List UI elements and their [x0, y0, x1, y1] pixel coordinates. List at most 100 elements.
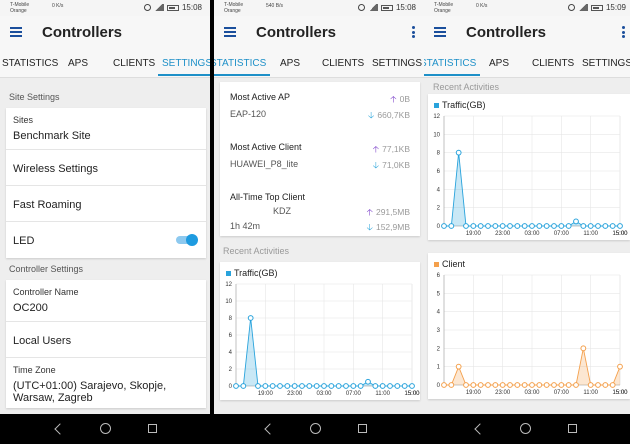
data-point — [580, 345, 587, 352]
x-tick-label: 15:00 — [612, 390, 628, 396]
controller-name-value: OC200 — [13, 302, 48, 314]
home-icon[interactable] — [520, 423, 531, 434]
y-tick-label: 0 — [229, 384, 233, 390]
y-tick-label: 8 — [437, 151, 441, 157]
y-tick-label: 10 — [433, 132, 440, 138]
data-point — [455, 149, 462, 156]
phone-screen-settings: T-Mobile Orange 0 K/s 15:08 Controllers S… — [0, 0, 210, 414]
data-point — [357, 383, 364, 389]
controller-name-row[interactable]: Controller Name OC200 — [6, 280, 206, 322]
home-icon[interactable] — [100, 423, 111, 434]
menu-icon[interactable] — [434, 27, 446, 37]
data-point — [335, 383, 342, 389]
data-point — [477, 223, 484, 229]
controller-name-label: Controller Name — [13, 287, 79, 297]
back-icon[interactable] — [54, 423, 66, 435]
menu-icon[interactable] — [10, 27, 22, 37]
data-point — [485, 223, 491, 229]
led-toggle[interactable] — [176, 234, 198, 246]
data-point — [499, 382, 506, 388]
data-point — [514, 223, 521, 229]
most-active-client[interactable]: Most Active Client HUAWEI_P8_lite 🡡 77,1K… — [220, 136, 420, 186]
site-settings-heading: Site Settings — [9, 92, 60, 102]
data-point — [558, 223, 565, 229]
data-point — [409, 383, 415, 389]
controller-settings-card: Controller Name OC200 Local Users Time Z… — [6, 280, 206, 408]
y-tick-label: 2 — [437, 206, 441, 212]
recents-icon[interactable] — [358, 424, 367, 433]
recents-icon[interactable] — [568, 424, 577, 433]
fast-roaming-label: Fast Roaming — [13, 199, 82, 211]
battery-icon — [166, 4, 179, 11]
download-arrow-icon: 🡣 — [372, 160, 380, 170]
back-icon[interactable] — [264, 423, 276, 435]
ap-download: 660,7KB — [377, 110, 410, 120]
tab-bar: STATISTICS APS CLIENTS SETTINGS — [214, 48, 424, 78]
timezone-value: (UTC+01:00) Sarajevo, Skopje, Warsaw, Za… — [13, 380, 167, 404]
home-icon[interactable] — [310, 423, 321, 434]
upload-arrow-icon: 🡡 — [390, 94, 397, 104]
sites-value: Benchmark Site — [13, 130, 91, 142]
sites-row[interactable]: Sites Benchmark Site — [6, 108, 206, 150]
x-tick-label: 03:00 — [524, 390, 540, 396]
tab-aps[interactable]: APS — [280, 58, 301, 69]
data-point — [587, 382, 594, 388]
fast-roaming-row[interactable]: Fast Roaming — [6, 186, 206, 222]
tab-settings[interactable]: SETTINGS — [372, 58, 423, 69]
client-download: 71,0KB — [382, 160, 410, 170]
menu-icon[interactable] — [224, 27, 236, 37]
top-client-duration: 1h 42m — [230, 221, 261, 231]
y-tick-label: 0 — [437, 224, 441, 230]
tab-statistics[interactable]: STATISTICS — [214, 58, 271, 76]
tab-settings[interactable]: SETTINGS — [157, 58, 210, 76]
data-point — [387, 383, 393, 389]
data-point — [477, 382, 484, 388]
most-active-client-name: HUAWEI_P8_lite — [230, 159, 299, 169]
x-tick-label: 15:00 — [404, 391, 420, 397]
operator-label: Orange — [10, 8, 27, 14]
tab-clients[interactable]: CLIENTS — [322, 58, 365, 69]
local-users-row[interactable]: Local Users — [6, 322, 206, 358]
app-bar: Controllers — [214, 16, 424, 48]
tab-statistics[interactable]: STATISTICS — [424, 58, 481, 76]
data-point — [580, 223, 587, 229]
tab-statistics[interactable]: STATISTICS — [2, 58, 59, 69]
data-point — [441, 223, 447, 229]
wireless-settings-row[interactable]: Wireless Settings — [6, 150, 206, 186]
data-point — [262, 383, 269, 389]
back-icon[interactable] — [474, 423, 486, 435]
tab-clients[interactable]: CLIENTS — [113, 58, 156, 69]
alarm-icon — [567, 4, 575, 11]
more-options-icon[interactable] — [412, 26, 416, 38]
status-bar: T-Mobile Orange 540 B/s 15:08 — [214, 0, 424, 16]
app-title: Controllers — [466, 24, 547, 41]
net-speed: 0 K/s — [52, 3, 64, 9]
tab-aps[interactable]: APS — [68, 58, 89, 69]
more-options-icon[interactable] — [622, 26, 626, 38]
data-point — [313, 383, 320, 389]
tab-settings[interactable]: SETTINGS — [582, 58, 630, 69]
operator-label: Orange — [224, 8, 241, 14]
chart-title: Traffic(GB) — [234, 268, 278, 278]
series-area — [236, 318, 412, 386]
timezone-row[interactable]: Time Zone (UTC+01:00) Sarajevo, Skopje, … — [6, 358, 206, 408]
data-point — [507, 382, 513, 388]
tab-aps[interactable]: APS — [489, 58, 510, 69]
wireless-settings-label: Wireless Settings — [13, 163, 98, 175]
data-point — [463, 223, 469, 229]
top-client[interactable]: All-Time Top Client KDZ 1h 42m 🡡 291,5MB … — [220, 186, 420, 236]
x-tick-label: 07:00 — [554, 390, 570, 396]
summary-card: Most Active AP EAP-120 🡡 0B 🡣 660,7KB Most… — [220, 82, 420, 236]
x-tick-label: 07:00 — [346, 391, 362, 397]
traffic-chart-card: Traffic(GB) 0 2 4 6 8 10 12 15:00 19:00 23:00 03:0… — [220, 262, 420, 400]
data-point — [492, 223, 499, 229]
clock: 15:08 — [181, 3, 202, 12]
recents-icon[interactable] — [148, 424, 157, 433]
data-point — [514, 382, 521, 388]
x-tick-label: 03:00 — [524, 231, 540, 237]
local-users-label: Local Users — [13, 335, 72, 347]
data-point — [492, 382, 499, 388]
most-active-ap[interactable]: Most Active AP EAP-120 🡡 0B 🡣 660,7KB — [220, 86, 420, 136]
data-point — [507, 223, 513, 229]
tab-clients[interactable]: CLIENTS — [532, 58, 575, 69]
